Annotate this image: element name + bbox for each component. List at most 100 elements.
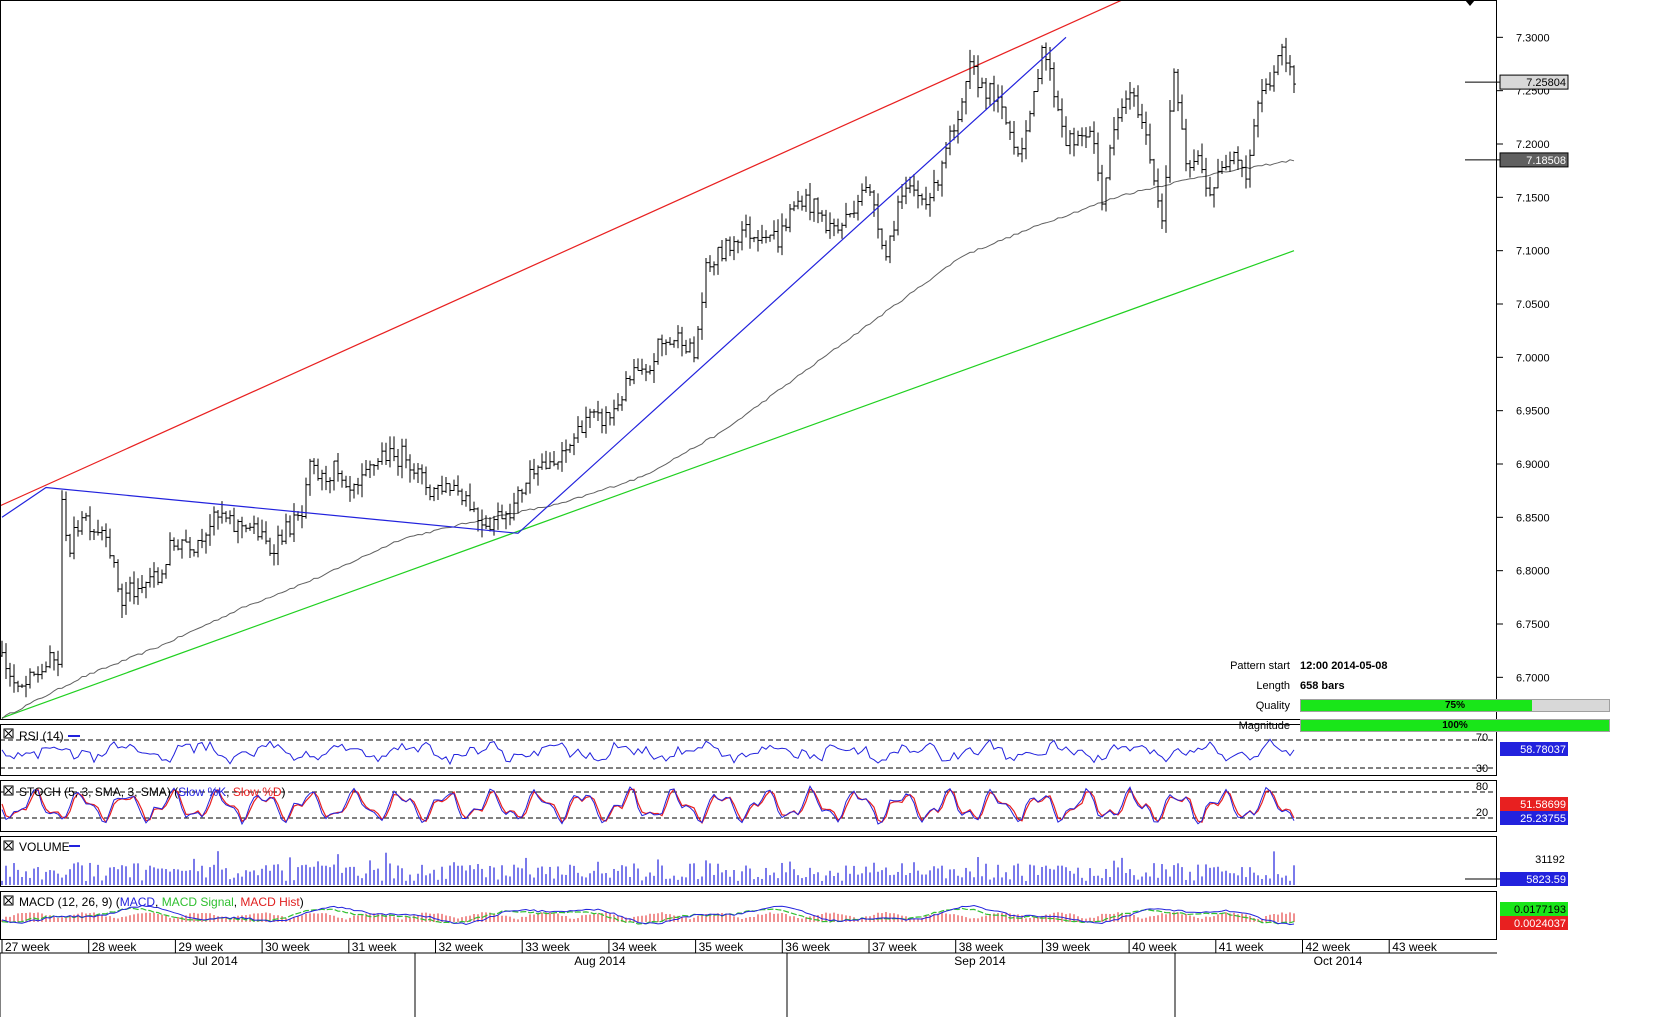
ohlc-bar <box>856 194 860 221</box>
ohlc-bar <box>248 522 252 531</box>
ohlc-bar <box>4 643 8 680</box>
ohlc-bar <box>216 509 220 530</box>
ohlc-bar <box>416 462 420 483</box>
rsi-value-text: 58.78037 <box>1520 744 1566 756</box>
ohlc-bar <box>156 567 160 586</box>
ohlc-bar <box>124 582 128 615</box>
ohlc-bar <box>1080 127 1084 147</box>
ohlc-bar <box>1176 69 1180 112</box>
ohlc-bar <box>260 519 264 540</box>
ohlc-bar <box>952 124 956 141</box>
pattern-quality-label: Quality <box>1255 700 1290 712</box>
ohlc-bar <box>760 224 764 244</box>
volume-value-text: 5823.59 <box>1526 874 1566 886</box>
week-label: 29 week <box>178 940 224 954</box>
ohlc-bar <box>276 525 280 566</box>
ohlc-bar <box>1216 158 1220 189</box>
ohlc-bar <box>860 183 864 206</box>
ohlc-bar <box>24 675 28 698</box>
ohlc-bar <box>1256 100 1260 138</box>
ohlc-bar <box>140 574 144 594</box>
ohlc-bar <box>1044 42 1048 71</box>
quality-bar-value: 75% <box>1444 700 1465 711</box>
ohlc-bar <box>936 179 940 191</box>
macd-title: MACD (12, 26, 9) (MACD, MACD Signal, MAC… <box>19 895 304 909</box>
macd-value-text: 0.0177193 <box>1514 904 1566 916</box>
ohlc-bar <box>1224 154 1228 171</box>
ohlc-bar <box>476 507 480 532</box>
ohlc-bar <box>372 463 376 476</box>
stoch-level-label-80: 80 <box>1476 781 1488 793</box>
time-axis: 27 week 28 week 29 week 30 week 31 week 32 we… <box>0 940 1497 1017</box>
ohlc-bar <box>608 412 612 426</box>
ohlc-bar <box>536 465 540 486</box>
ohlc-bar <box>1184 118 1188 172</box>
ohlc-bar <box>284 513 288 545</box>
ohlc-bar <box>908 176 912 194</box>
ohlc-bar <box>1060 98 1064 138</box>
ohlc-bar <box>264 521 268 545</box>
ohlc-bar <box>340 470 344 488</box>
ohlc-bar <box>172 537 176 551</box>
ohlc-bars <box>1 37 1296 698</box>
ohlc-bar <box>1160 193 1164 229</box>
ohlc-bar <box>1260 79 1264 113</box>
rsi-close-box-x2 <box>4 729 13 738</box>
ohlc-bar <box>864 176 868 194</box>
ohlc-bar <box>1048 47 1052 81</box>
ohlc-bar <box>1124 90 1128 115</box>
ohlc-bar <box>724 237 728 262</box>
sma-value-label: 7.18508 <box>1465 152 1569 168</box>
y-tick-label: 6.8000 <box>1516 566 1550 578</box>
ohlc-bar <box>568 443 572 453</box>
month-label: Jul 2014 <box>192 954 238 968</box>
ohlc-bar <box>452 479 456 492</box>
ohlc-bar <box>588 408 592 429</box>
stoch-title-sep: , <box>226 785 233 799</box>
ohlc-bar <box>544 450 548 470</box>
month-label: Aug 2014 <box>574 954 626 968</box>
ohlc-bar <box>392 436 396 462</box>
ohlc-bar <box>404 438 408 469</box>
ohlc-bar <box>1276 55 1280 76</box>
stoch-d-value-box <box>1500 811 1568 825</box>
ohlc-bar <box>120 583 124 619</box>
ohlc-bar <box>128 576 132 602</box>
ohlc-bar <box>440 475 444 495</box>
pattern-info-panel: Pattern start 12:00 2014-05-08 Length 65… <box>1150 657 1610 757</box>
ohlc-bar <box>492 515 496 536</box>
ohlc-bar <box>844 202 848 228</box>
ohlc-bar <box>20 683 24 689</box>
ohlc-bar <box>984 78 988 111</box>
pattern-quality-row: Quality 75% <box>1150 697 1610 715</box>
ohlc-bar <box>424 466 428 496</box>
week-label: 40 week <box>1132 940 1178 954</box>
ohlc-bar <box>1140 103 1144 129</box>
macd-panel-frame <box>0 891 1497 940</box>
ohlc-bar <box>244 524 248 533</box>
ohlc-bar <box>1064 116 1068 147</box>
ohlc-bar <box>420 464 424 485</box>
ohlc-bar <box>776 219 780 253</box>
ohlc-bar <box>560 442 564 472</box>
macd-close-box <box>3 895 14 906</box>
ohlc-bar <box>364 460 368 477</box>
ohlc-bar <box>1292 65 1296 93</box>
ohlc-bar <box>548 452 552 469</box>
ohlc-bar <box>1116 108 1120 140</box>
ohlc-bar <box>652 353 656 384</box>
ohlc-bar <box>300 505 304 529</box>
ohlc-bar <box>112 555 116 568</box>
ohlc-bar <box>528 460 532 494</box>
quality-bar: 75% <box>1300 699 1610 712</box>
ohlc-bar <box>696 326 700 360</box>
week-label: 33 week <box>525 940 571 954</box>
ohlc-bar <box>12 664 16 693</box>
pattern-start-label: Pattern start <box>1230 660 1290 672</box>
ohlc-bar <box>964 80 968 115</box>
ohlc-bar <box>200 528 204 549</box>
ohlc-bar <box>924 186 928 210</box>
ohlc-bar <box>1192 149 1196 171</box>
ohlc-bar <box>1136 85 1140 118</box>
ohlc-bar <box>1200 143 1204 174</box>
